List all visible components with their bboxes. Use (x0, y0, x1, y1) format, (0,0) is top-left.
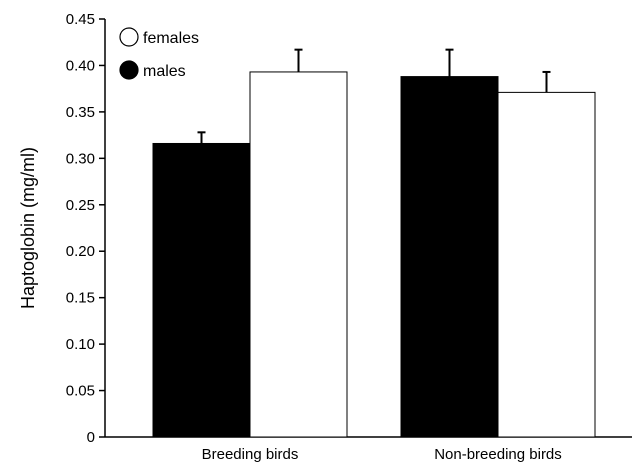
bar-males-0 (152, 142, 251, 438)
y-tick-label: 0.05 (66, 383, 95, 400)
legend-marker-females (119, 27, 139, 47)
legend: females males (119, 27, 199, 80)
y-tick-label: 0.30 (66, 150, 95, 167)
x-axis: Breeding birds Non-breeding birds (105, 436, 632, 463)
y-tick-label: 0.45 (66, 11, 95, 28)
y-axis-title: Haptoglobin (mg/ml) (18, 147, 38, 309)
bar-females-1 (497, 91, 596, 438)
x-category-label: Non-breeding birds (434, 446, 562, 463)
y-tick-label: 0.35 (66, 104, 95, 121)
bar-males-1 (400, 76, 499, 438)
y-tick-label: 0 (87, 429, 95, 446)
y-tick-label: 0.25 (66, 197, 95, 214)
y-axis: 0 0.05 0.10 0.15 0.20 0.25 0.30 0.35 0.40 0.45 (66, 11, 106, 446)
x-category-label: Breeding birds (202, 446, 299, 463)
legend-marker-males (119, 60, 139, 80)
y-tick-label: 0.20 (66, 243, 95, 260)
y-tick-label: 0.10 (66, 336, 95, 353)
bar-females-0 (249, 71, 348, 438)
bars (152, 71, 596, 438)
legend-label-males: males (143, 63, 186, 80)
legend-label-females: females (143, 30, 199, 47)
y-tick-label: 0.40 (66, 57, 95, 74)
error-bars (197, 48, 551, 144)
y-tick-label: 0.15 (66, 290, 95, 307)
